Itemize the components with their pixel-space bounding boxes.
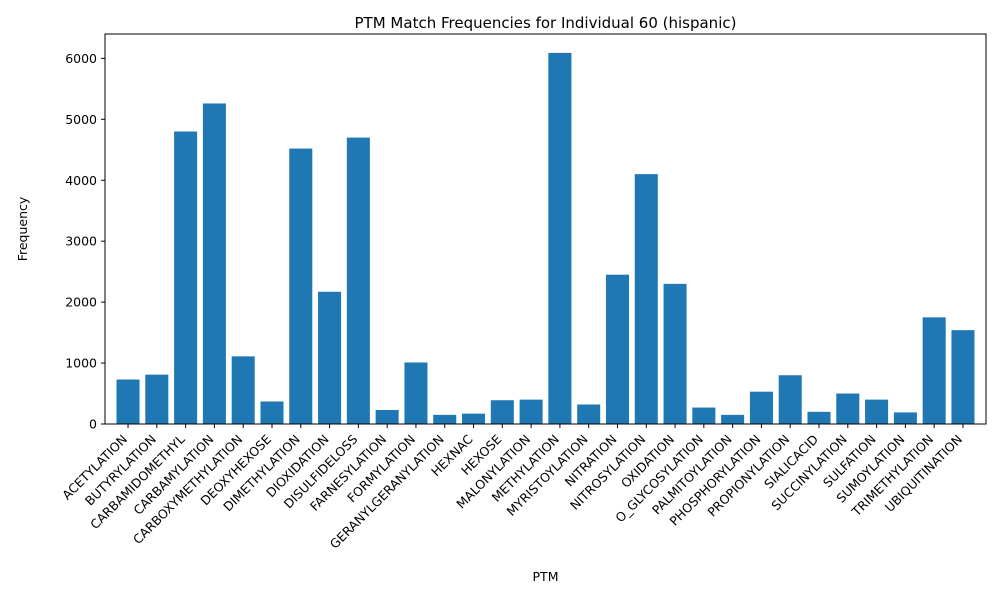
bar-malonylation bbox=[519, 399, 543, 424]
bar-propionylation bbox=[778, 375, 802, 424]
y-axis-label: Frequency bbox=[15, 196, 30, 261]
bar-dimethylation bbox=[289, 148, 313, 424]
bar-formylation bbox=[404, 362, 428, 424]
bar-dioxidation bbox=[318, 291, 342, 424]
y-tick-label: 1000 bbox=[65, 356, 97, 371]
y-axis: 0 1000 2000 3000 4000 5000 6000 bbox=[65, 51, 105, 432]
bar-palmitoylation bbox=[721, 414, 745, 424]
bar-sumoylation bbox=[893, 412, 917, 424]
bar-carbamylation bbox=[202, 103, 226, 424]
bar-hexnac bbox=[462, 413, 486, 424]
bar-geranylgeranylation bbox=[433, 414, 457, 424]
bar-disulfideloss bbox=[346, 137, 370, 424]
bar-oxidation bbox=[663, 283, 687, 424]
bars-group bbox=[116, 52, 975, 424]
y-tick-label: 4000 bbox=[65, 173, 97, 188]
x-axis-label: PTM bbox=[533, 569, 559, 584]
y-tick-label: 3000 bbox=[65, 234, 97, 249]
bar-carbamidomethyl bbox=[174, 131, 198, 424]
bar-succinylation bbox=[836, 393, 860, 424]
bar-nitrosylation bbox=[634, 174, 658, 424]
plot-frame bbox=[104, 33, 987, 425]
bar-o-glycosylation bbox=[692, 407, 716, 424]
bar-ubiquitination bbox=[951, 330, 975, 424]
bar-butyrylation bbox=[145, 374, 169, 424]
x-axis: ACETYLATIONBUTYRYLATIONCARBAMIDOMETHYLCA… bbox=[59, 424, 965, 552]
y-tick-label: 0 bbox=[89, 417, 97, 432]
bar-phosphorylation bbox=[749, 391, 773, 424]
bar-carboxymethylation bbox=[231, 356, 255, 424]
bar-sialicacid bbox=[807, 411, 831, 424]
bar-methylation bbox=[548, 52, 572, 424]
y-tick-label: 5000 bbox=[65, 112, 97, 127]
chart-title: PTM Match Frequencies for Individual 60 … bbox=[355, 14, 737, 32]
y-tick-label: 2000 bbox=[65, 295, 97, 310]
bar-nitration bbox=[605, 274, 629, 424]
bar-hexose bbox=[490, 400, 514, 424]
bar-myristoylation bbox=[577, 404, 601, 424]
bar-acetylation bbox=[116, 379, 140, 424]
bar-sulfation bbox=[865, 399, 889, 424]
y-tick-label: 6000 bbox=[65, 51, 97, 66]
bar-farnesylation bbox=[375, 409, 399, 424]
bar-trimethylation bbox=[922, 317, 946, 424]
bar-deoxyhexose bbox=[260, 401, 284, 424]
